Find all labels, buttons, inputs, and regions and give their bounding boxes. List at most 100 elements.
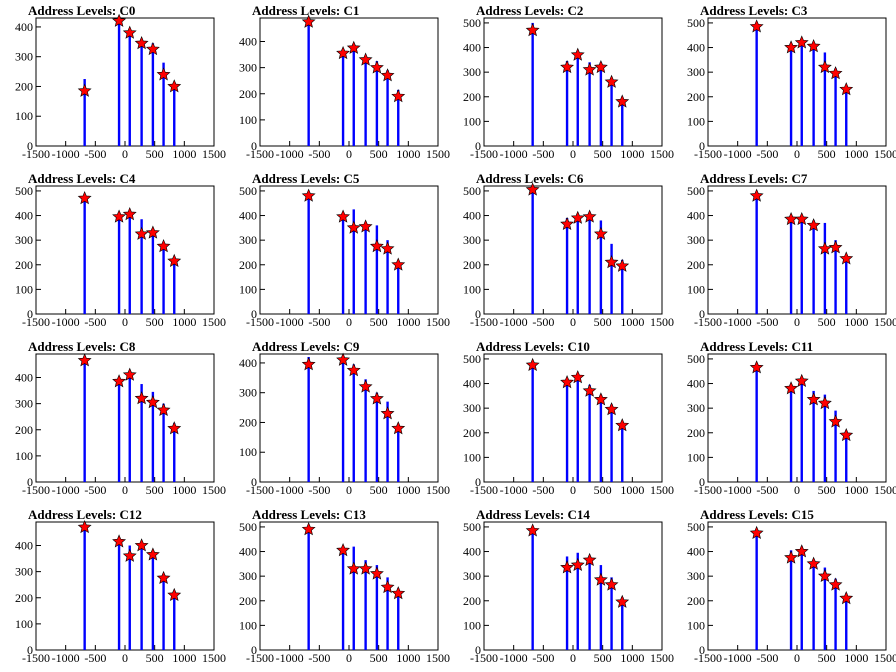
x-tick-label: -1000 (276, 651, 304, 665)
star-marker (122, 367, 137, 381)
y-tick-label: 500 (687, 520, 705, 534)
histogram-bar (812, 390, 815, 482)
y-tick-label: 100 (463, 114, 481, 128)
star-marker (784, 550, 798, 564)
x-tick-label: -1500 (22, 147, 50, 161)
x-tick-label: 1000 (844, 651, 868, 665)
star-marker (560, 375, 574, 389)
x-tick-label: 500 (146, 483, 164, 497)
histogram-bar (341, 49, 345, 146)
histogram-bar (341, 546, 345, 650)
histogram-bar (375, 225, 379, 314)
x-tick-label: 1000 (172, 651, 196, 665)
x-tick-label: -1000 (724, 315, 752, 329)
star-marker (301, 522, 316, 536)
star-marker (839, 82, 854, 96)
chart-panel: Address Levels: C4 0 100 200 300 400 500 -1500-… (0, 168, 226, 336)
x-tick-label: -1500 (246, 147, 274, 161)
y-tick-label: 200 (463, 426, 481, 440)
x-tick-label: 0 (794, 147, 800, 161)
chart-panel: Address Levels: C5 0 100 200 300 400 500 -1500-… (224, 168, 450, 336)
x-tick-label: -500 (756, 147, 778, 161)
y-tick-label: 0 (27, 307, 33, 321)
histogram-bar (599, 220, 603, 314)
histogram-bar (599, 394, 603, 482)
y-tick-label: 400 (239, 545, 257, 559)
x-tick-label: 1500 (650, 483, 674, 497)
histogram-bar (845, 86, 848, 146)
y-tick-label: 300 (239, 61, 257, 75)
x-tick-label: 1000 (172, 147, 196, 161)
histogram-bar (755, 363, 758, 482)
histogram-bar (140, 544, 143, 650)
x-tick-label: 1500 (650, 147, 674, 161)
histogram-bar (173, 258, 176, 314)
histogram-bar (599, 62, 603, 146)
histogram-bar (352, 209, 355, 314)
star-marker (582, 62, 597, 76)
histogram-bar (565, 61, 569, 147)
histogram-bar (128, 545, 131, 650)
x-tick-label: -1500 (246, 315, 274, 329)
star-marker (346, 363, 361, 377)
histogram-bar (588, 556, 591, 650)
x-tick-label: 0 (570, 147, 576, 161)
histogram-bar (364, 55, 367, 147)
star-marker (369, 239, 384, 253)
x-tick-label: 1500 (202, 483, 226, 497)
histogram-bar (823, 222, 827, 314)
star-marker (828, 414, 843, 428)
x-tick-label: 0 (570, 483, 576, 497)
histogram-bar (834, 410, 837, 482)
histogram-bar (140, 38, 143, 147)
star-marker (784, 381, 798, 395)
star-marker (806, 39, 821, 53)
x-tick-label: -1000 (276, 483, 304, 497)
star-marker (839, 251, 854, 265)
y-tick-label: 0 (251, 307, 257, 321)
x-tick-label: 500 (370, 147, 388, 161)
y-tick-label: 0 (699, 307, 705, 321)
x-tick-label: -500 (84, 651, 106, 665)
x-tick-label: -1500 (694, 315, 722, 329)
chart-svg: Address Levels: C60100200300400500-1500-… (463, 171, 674, 329)
x-tick-label: -1500 (22, 315, 50, 329)
y-tick-label: 0 (475, 139, 481, 153)
x-tick-label: -1500 (694, 651, 722, 665)
x-tick-label: 1000 (396, 483, 420, 497)
histogram-bar (173, 83, 176, 146)
star-marker (593, 392, 608, 406)
x-tick-label: 1000 (844, 147, 868, 161)
y-tick-label: 400 (687, 377, 705, 391)
y-tick-label: 400 (15, 371, 33, 385)
plot-frame (483, 17, 663, 147)
star-marker (358, 561, 373, 575)
histogram-bar (83, 525, 86, 650)
star-marker (582, 552, 597, 567)
star-marker (615, 258, 630, 272)
y-tick-label: 200 (463, 90, 481, 104)
histogram-bar (128, 211, 131, 314)
chart-title: Address Levels: C12 (28, 507, 142, 522)
y-tick-label: 200 (239, 415, 257, 429)
star-marker (134, 391, 149, 405)
y-tick-label: 400 (687, 209, 705, 223)
histogram-bar (307, 192, 310, 314)
star-marker (167, 587, 182, 602)
star-marker (604, 255, 619, 269)
histogram-bar (531, 189, 534, 314)
x-tick-label: -500 (308, 315, 330, 329)
x-tick-label: 500 (818, 483, 836, 497)
x-tick-label: 1500 (426, 483, 450, 497)
star-marker (806, 392, 821, 406)
y-tick-label: 400 (15, 20, 33, 34)
chart-panel: Address Levels: C1 0 100 200 300 400 -1500 -100… (224, 0, 450, 168)
histogram-bar (151, 229, 155, 314)
y-tick-label: 500 (687, 184, 705, 198)
y-tick-label: 500 (463, 16, 481, 30)
histogram-bar (117, 540, 121, 650)
y-tick-label: 100 (687, 618, 705, 632)
y-tick-label: 100 (239, 445, 257, 459)
x-tick-label: 500 (146, 651, 164, 665)
